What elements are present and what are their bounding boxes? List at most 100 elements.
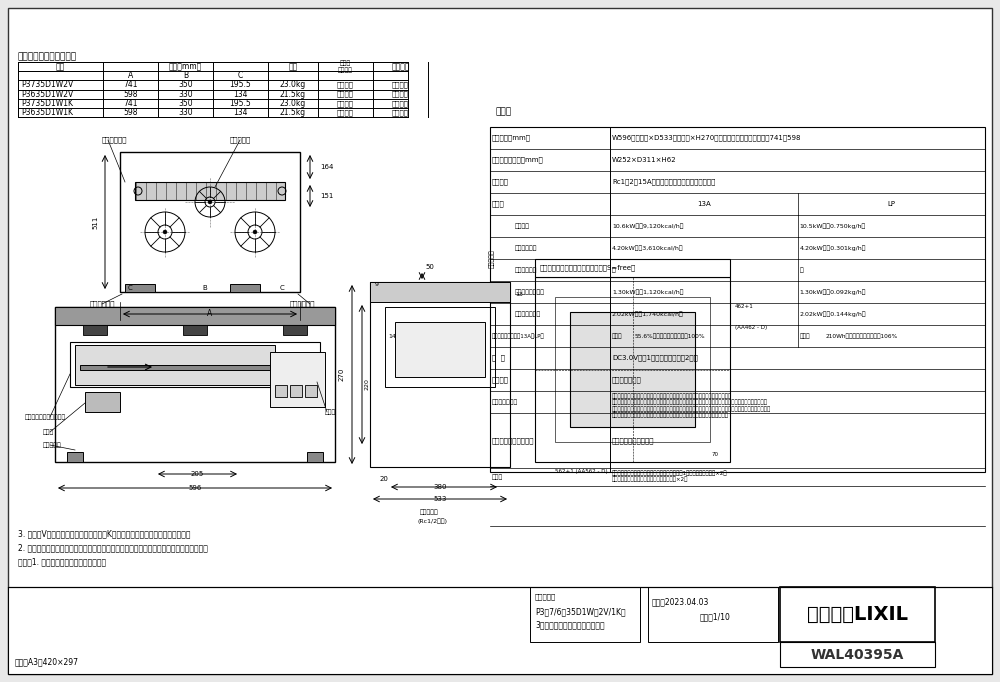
Bar [75,345,275,385]
Text: 4.20kW　（3,610kcal/h）: 4.20kW （3,610kcal/h） [612,246,684,251]
Text: 点火方式: 点火方式 [492,376,509,383]
Text: 3. 品番のVはフェイス色がシルバーを、Kはフェイス色がブラックを表します。: 3. 品番のVはフェイス色がシルバーを、Kはフェイス色がブラックを表します。 [18,529,190,539]
Text: 741: 741 [123,80,138,89]
Text: 10.5kW　（0.750kg/h）: 10.5kW （0.750kg/h） [800,223,866,228]
Text: グリル: グリル [800,333,810,339]
Text: 操作部: 操作部 [325,409,336,415]
Bar [85,392,120,412]
Bar [230,284,260,292]
Text: 50: 50 [426,264,434,270]
Bar [780,642,935,667]
Bar [570,312,695,427]
Text: 1.30kW　（0.092kg/h）: 1.30kW （0.092kg/h） [800,289,866,295]
Bar [283,325,307,335]
Text: 2.02kW　（0.144kg/h）: 2.02kW （0.144kg/h） [800,311,866,317]
Text: 330: 330 [178,89,193,99]
Text: 外形寸法（mm）: 外形寸法（mm） [492,135,531,141]
Text: 安全装置／特長: 安全装置／特長 [492,399,518,405]
Text: 462+1: 462+1 [735,304,754,310]
Bar [120,152,300,292]
Text: W252×D311×H62: W252×D311×H62 [612,157,677,163]
Text: (Rc1/2ネジ): (Rc1/2ネジ) [418,518,448,524]
Text: グリル有効寸法（mm）: グリル有効寸法（mm） [492,157,544,163]
Text: 株式会社LIXIL: 株式会社LIXIL [806,604,908,623]
Text: 排気口カバー: 排気口カバー [102,136,128,143]
Text: P3635D1W1K: P3635D1W1K [21,108,73,117]
Bar [270,352,325,407]
Text: C: C [280,285,285,291]
Text: 乾電池: 乾電池 [43,429,54,435]
Bar [183,325,207,335]
Text: 596: 596 [188,485,202,491]
Text: 電  源: 電 源 [492,355,505,361]
Text: 参考：カウンタートップ抜き寸法（S=free）: 参考：カウンタートップ抜き寸法（S=free） [540,265,636,271]
Text: 511: 511 [92,216,98,228]
Text: 23.0kg: 23.0kg [280,99,306,108]
Text: 寸法（mm）: 寸法（mm） [169,62,202,71]
Bar [530,587,640,642]
Circle shape [208,200,212,204]
Text: 598: 598 [123,89,138,99]
Bar [648,587,778,642]
Text: 134: 134 [233,108,248,117]
Bar [8,587,992,674]
Text: 13: 13 [515,291,523,297]
Text: ブラック: ブラック [337,100,354,106]
Text: Rc1／2（15Aおねじ）鋼管または金属可とう管: Rc1／2（15Aおねじ）鋼管または金属可とう管 [612,179,715,186]
Bar [305,385,317,397]
Bar [535,259,730,277]
Text: グリルバーナー: グリルバーナー [515,311,541,317]
Text: B: B [202,285,207,291]
Text: はっねつ消費効率（13A・LP）: はっねつ消費効率（13A・LP） [492,333,545,339]
Text: WAL40395A: WAL40395A [810,648,904,662]
Text: 23.0kg: 23.0kg [280,80,306,89]
Text: ガラストッププレート: ガラストッププレート [612,437,654,444]
Text: 195.5: 195.5 [230,99,251,108]
Text: B: B [183,71,188,80]
Text: 2.02kW　（1,740kcal/h）: 2.02kW （1,740kcal/h） [612,311,684,317]
Text: コンロ: コンロ [612,333,622,339]
Text: 付属品: 付属品 [492,474,503,480]
Text: 仕様表: 仕様表 [495,108,511,117]
Text: 350: 350 [178,80,193,89]
Text: シリーズ：: シリーズ： [535,594,556,600]
Text: 350: 350 [178,99,193,108]
Text: 151: 151 [320,193,333,199]
Text: シールドバーナー、無水両面焼きグリル、オートグリル、レンジフード連動機能、
調理油過熱防止機能、置け物温度調節機能、湯沸し機能、エコ調理タイマー、火力切り替えお: シールドバーナー、無水両面焼きグリル、オートグリル、レンジフード連動機能、 調理… [612,393,771,418]
Text: 14: 14 [388,334,396,340]
Text: ガス接続口: ガス接続口 [420,509,439,515]
Text: －: － [612,267,616,273]
Bar [55,307,335,325]
Text: LP: LP [887,201,895,207]
Text: ブラック: ブラック [392,109,409,116]
Text: P3735D1W1K: P3735D1W1K [21,99,73,108]
Text: 注）　1. 本機器は防火性能評定品です。: 注） 1. 本機器は防火性能評定品です。 [18,557,106,567]
Text: 10.6kW　（9,120kcal/h）: 10.6kW （9,120kcal/h） [612,223,684,228]
Text: C: C [128,285,133,291]
Text: 9: 9 [375,282,379,288]
Text: シルバー: シルバー [392,82,409,88]
Text: ガス消費量: ガス消費量 [489,250,495,269]
Text: 強火バーナー: 強火バーナー [290,301,316,308]
Bar [307,452,323,462]
Text: 70: 70 [712,451,719,456]
Text: 205: 205 [191,471,204,477]
Text: 380: 380 [433,484,447,490]
Text: ガス接続: ガス接続 [492,179,509,186]
Text: C: C [238,71,243,80]
Bar [555,297,710,442]
Text: 原図　A3　420×297: 原図 A3 420×297 [15,657,79,666]
Bar [18,62,408,117]
Bar [395,322,485,377]
Text: 21.5kg: 21.5kg [280,89,306,99]
Text: 20: 20 [380,476,389,482]
Text: A: A [128,71,133,80]
Text: トッププレートの種類: トッププレートの種類 [492,437,534,444]
Text: ガス接続口: ガス接続口 [43,442,62,448]
Text: P3（7/6）35D1W（2V/1K）: P3（7/6）35D1W（2V/1K） [535,608,626,617]
Text: シルバー: シルバー [337,91,354,98]
Text: 741: 741 [123,99,138,108]
Bar [55,307,335,462]
Bar [290,385,302,397]
Text: 1.30kW　（1,120kcal/h）: 1.30kW （1,120kcal/h） [612,289,684,295]
